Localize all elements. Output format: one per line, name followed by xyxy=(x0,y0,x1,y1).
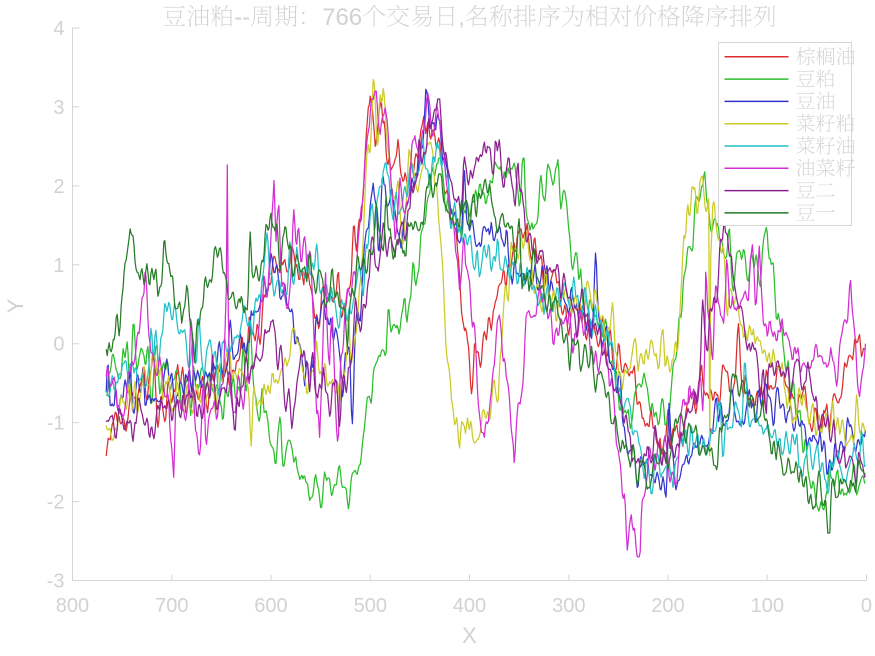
svg-text:0: 0 xyxy=(861,595,872,617)
svg-text:1: 1 xyxy=(53,255,64,277)
svg-text:--: -- xyxy=(234,4,250,31)
svg-text:-1: -1 xyxy=(47,413,65,435)
svg-text:700: 700 xyxy=(155,595,188,617)
svg-text:200: 200 xyxy=(651,595,684,617)
svg-text:800: 800 xyxy=(56,595,89,617)
svg-text:766: 766 xyxy=(322,4,362,31)
svg-text:4: 4 xyxy=(53,18,64,40)
svg-text:600: 600 xyxy=(254,595,287,617)
svg-text:300: 300 xyxy=(552,595,585,617)
svg-text:100: 100 xyxy=(751,595,784,617)
svg-text:400: 400 xyxy=(453,595,486,617)
svg-text:500: 500 xyxy=(354,595,387,617)
svg-text:2: 2 xyxy=(53,176,64,198)
svg-text:3: 3 xyxy=(53,97,64,119)
svg-text:X: X xyxy=(462,623,477,648)
svg-text:,: , xyxy=(458,4,465,31)
svg-text:-2: -2 xyxy=(47,492,65,514)
svg-text:0: 0 xyxy=(53,334,64,356)
svg-text:-3: -3 xyxy=(47,571,65,593)
svg-text:Y: Y xyxy=(3,298,28,313)
